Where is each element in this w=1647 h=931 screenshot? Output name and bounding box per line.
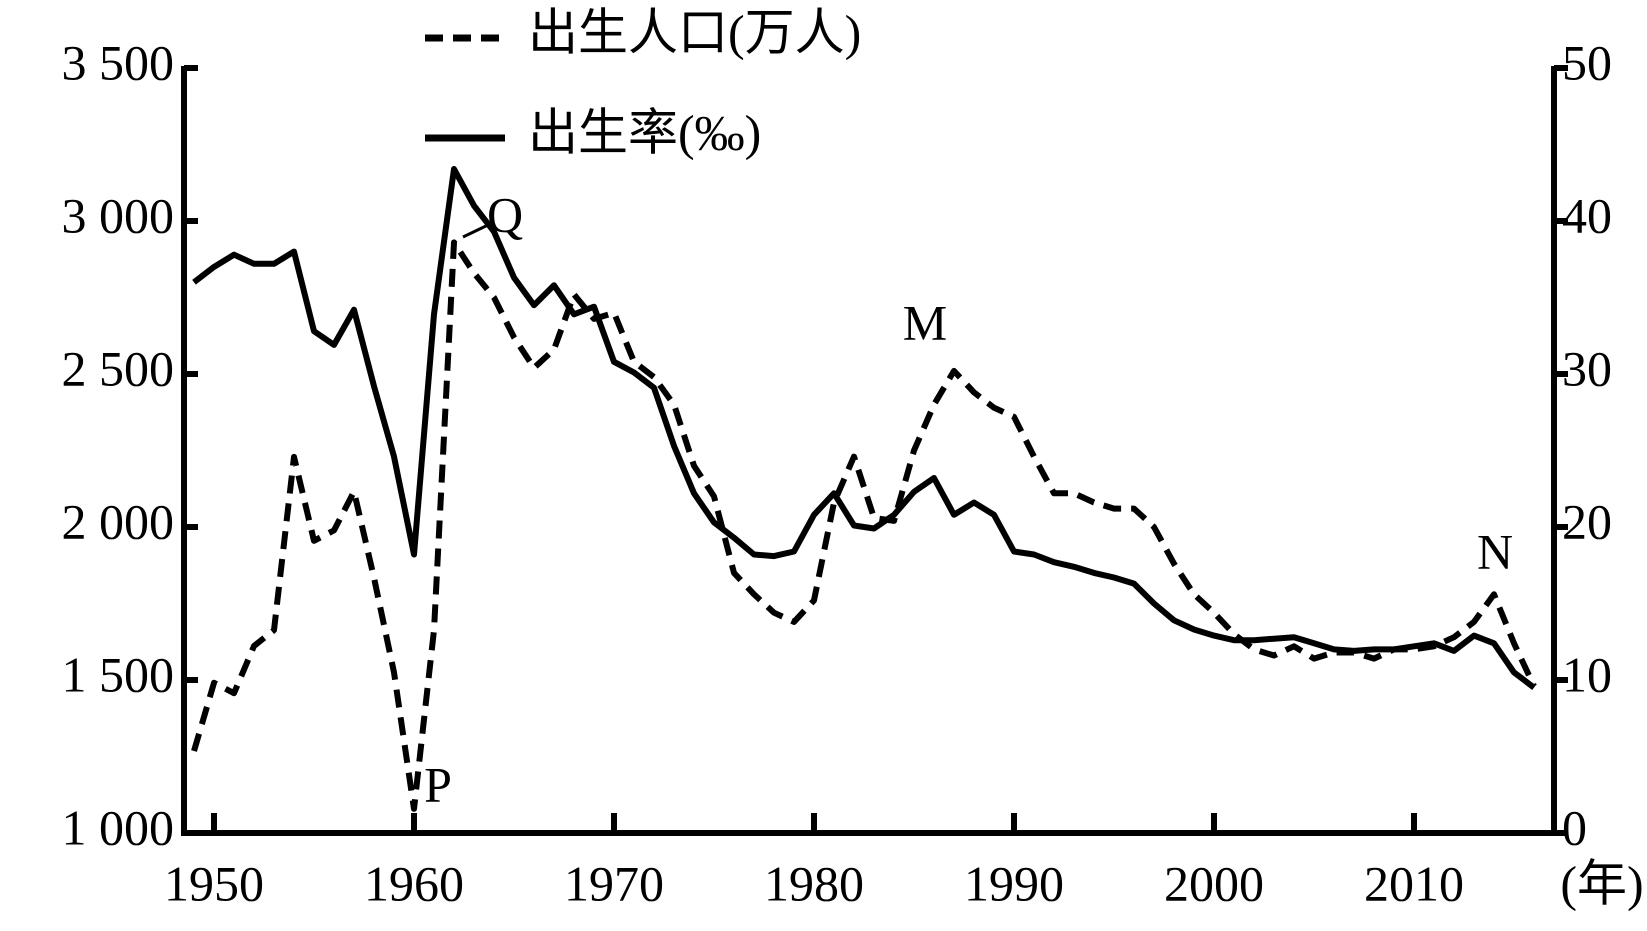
y-tick-label: 3 000 [62, 187, 175, 243]
y-tick-label: 2 500 [62, 340, 175, 396]
annotation: Q [487, 186, 523, 242]
annotation: N [1477, 523, 1513, 579]
x-tick-label: 1990 [964, 855, 1064, 911]
y-tick-label: 1 500 [62, 646, 175, 702]
y2-tick-label: 30 [1562, 340, 1612, 396]
x-tick-label: 2000 [1164, 855, 1264, 911]
legend-label: 出生率(‰) [528, 104, 761, 160]
y2-tick-label: 0 [1562, 799, 1587, 855]
annotation: M [903, 294, 947, 350]
annotation: P [424, 756, 452, 812]
x-tick-label: 1980 [764, 855, 864, 911]
y2-tick-label: 40 [1562, 187, 1612, 243]
y2-tick-label: 50 [1562, 34, 1612, 90]
x-tick-label: 1960 [364, 855, 464, 911]
x-tick-label: 1970 [564, 855, 664, 911]
x-axis-label: (年) [1560, 855, 1643, 911]
data-line [191, 239, 1537, 812]
y-tick-label: 1 000 [62, 799, 175, 855]
y-tick-label: 2 000 [62, 493, 175, 549]
x-tick-label: 2010 [1364, 855, 1464, 911]
annotation-leader [462, 223, 489, 239]
y2-tick-label: 10 [1562, 646, 1612, 702]
legend-label: 出生人口(万人) [528, 4, 861, 60]
data-line [192, 166, 1536, 690]
x-tick-label: 1950 [164, 855, 264, 911]
y-tick-label: 3 500 [62, 34, 175, 90]
y2-tick-label: 20 [1562, 493, 1612, 549]
